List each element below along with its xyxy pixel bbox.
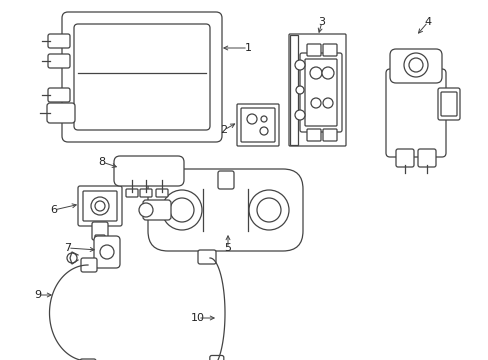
FancyBboxPatch shape <box>241 108 274 142</box>
FancyBboxPatch shape <box>92 222 108 240</box>
FancyBboxPatch shape <box>140 189 152 197</box>
Circle shape <box>321 67 333 79</box>
FancyBboxPatch shape <box>80 359 96 360</box>
FancyBboxPatch shape <box>114 156 183 186</box>
FancyBboxPatch shape <box>395 149 413 167</box>
FancyBboxPatch shape <box>94 236 120 268</box>
FancyBboxPatch shape <box>305 59 336 126</box>
FancyBboxPatch shape <box>440 92 456 116</box>
Circle shape <box>257 198 281 222</box>
Circle shape <box>67 253 77 263</box>
FancyBboxPatch shape <box>237 104 279 146</box>
FancyBboxPatch shape <box>417 149 435 167</box>
Circle shape <box>403 53 427 77</box>
FancyBboxPatch shape <box>323 129 336 141</box>
Text: 5: 5 <box>224 243 231 253</box>
Text: 6: 6 <box>50 205 58 215</box>
FancyBboxPatch shape <box>198 250 216 264</box>
FancyBboxPatch shape <box>156 189 168 197</box>
Text: 1: 1 <box>244 43 251 53</box>
FancyBboxPatch shape <box>389 49 441 83</box>
FancyBboxPatch shape <box>323 44 336 56</box>
FancyBboxPatch shape <box>126 189 138 197</box>
FancyBboxPatch shape <box>306 129 320 141</box>
FancyBboxPatch shape <box>95 235 105 247</box>
FancyBboxPatch shape <box>83 191 117 221</box>
Circle shape <box>139 203 153 217</box>
Text: 8: 8 <box>98 157 105 167</box>
Circle shape <box>246 114 257 124</box>
FancyBboxPatch shape <box>48 88 70 102</box>
Circle shape <box>309 67 321 79</box>
Circle shape <box>95 201 105 211</box>
Circle shape <box>323 98 332 108</box>
Circle shape <box>261 116 266 122</box>
FancyBboxPatch shape <box>299 53 341 132</box>
FancyBboxPatch shape <box>48 34 70 48</box>
FancyBboxPatch shape <box>74 24 209 130</box>
Circle shape <box>294 60 305 70</box>
Circle shape <box>170 198 194 222</box>
FancyBboxPatch shape <box>148 169 303 251</box>
Circle shape <box>294 110 305 120</box>
Text: 9: 9 <box>34 290 41 300</box>
Circle shape <box>408 58 422 72</box>
FancyBboxPatch shape <box>437 88 459 120</box>
Text: 10: 10 <box>191 313 204 323</box>
Circle shape <box>100 245 114 259</box>
FancyBboxPatch shape <box>288 34 346 146</box>
Text: 7: 7 <box>64 243 71 253</box>
Circle shape <box>260 127 267 135</box>
Circle shape <box>248 190 288 230</box>
Text: 2: 2 <box>220 125 227 135</box>
FancyBboxPatch shape <box>78 186 122 226</box>
FancyBboxPatch shape <box>142 200 171 220</box>
Circle shape <box>91 197 109 215</box>
FancyBboxPatch shape <box>48 54 70 68</box>
Circle shape <box>162 190 202 230</box>
FancyBboxPatch shape <box>306 44 320 56</box>
Bar <box>289 35 297 145</box>
Circle shape <box>295 86 304 94</box>
FancyBboxPatch shape <box>47 103 75 123</box>
Circle shape <box>310 98 320 108</box>
FancyBboxPatch shape <box>218 171 234 189</box>
Text: 4: 4 <box>424 17 431 27</box>
FancyBboxPatch shape <box>62 12 222 142</box>
FancyBboxPatch shape <box>81 258 97 272</box>
FancyBboxPatch shape <box>385 69 445 157</box>
Text: 3: 3 <box>318 17 325 27</box>
FancyBboxPatch shape <box>209 355 224 360</box>
